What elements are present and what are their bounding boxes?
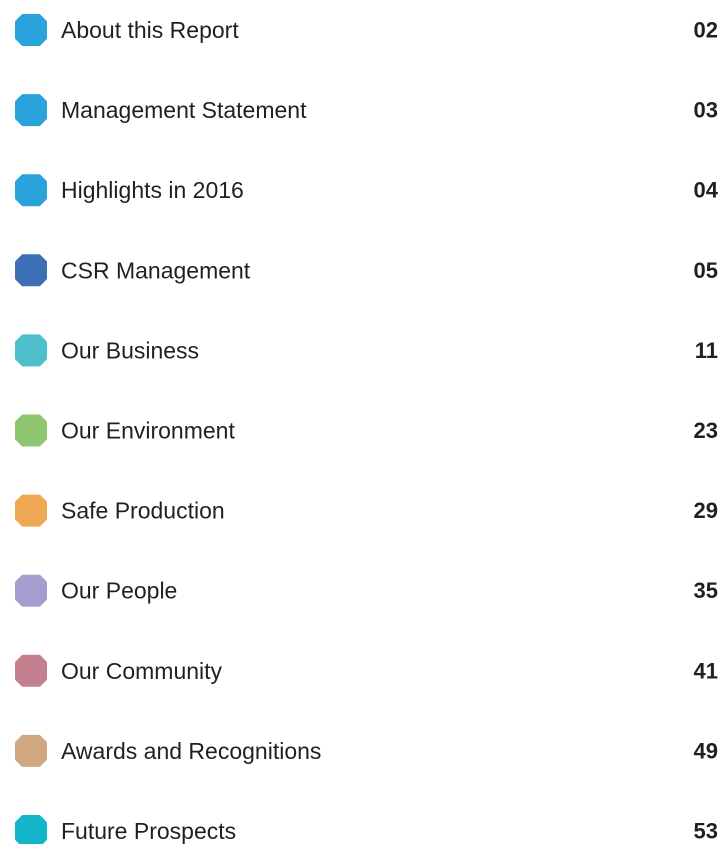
section-icon bbox=[15, 94, 47, 127]
page-number: 04 bbox=[694, 178, 719, 203]
page-number: 41 bbox=[694, 658, 718, 683]
page-number: 03 bbox=[694, 98, 718, 123]
page-number: 05 bbox=[694, 258, 718, 283]
section-icon bbox=[15, 734, 47, 767]
section-title: Our Business bbox=[61, 337, 199, 363]
section-icon bbox=[15, 574, 47, 607]
section-title: Highlights in 2016 bbox=[61, 177, 244, 203]
section-title: About this Report bbox=[61, 17, 239, 43]
section-icon bbox=[15, 654, 47, 687]
section-title: Our People bbox=[61, 578, 177, 604]
page-number: 23 bbox=[694, 418, 718, 443]
section-icon bbox=[15, 494, 47, 527]
section-icon bbox=[15, 254, 47, 287]
section-title: Management Statement bbox=[61, 97, 307, 123]
page-number: 29 bbox=[694, 498, 718, 523]
section-title: CSR Management bbox=[61, 257, 251, 283]
page-number: 35 bbox=[694, 578, 718, 603]
page-number: 53 bbox=[694, 819, 718, 844]
page-number: 49 bbox=[694, 738, 718, 763]
section-title: Our Community bbox=[61, 658, 223, 684]
section-title: Future Prospects bbox=[61, 818, 236, 844]
section-icon bbox=[15, 414, 47, 447]
section-icon bbox=[15, 174, 47, 207]
section-title: Awards and Recognitions bbox=[61, 738, 321, 764]
section-icon bbox=[15, 14, 47, 46]
section-title: Our Environment bbox=[61, 418, 235, 444]
page-number: 11 bbox=[695, 338, 718, 363]
section-icon bbox=[15, 334, 47, 367]
section-title: Safe Production bbox=[61, 498, 225, 524]
page-number: 02 bbox=[694, 18, 718, 43]
section-icon bbox=[15, 815, 47, 844]
